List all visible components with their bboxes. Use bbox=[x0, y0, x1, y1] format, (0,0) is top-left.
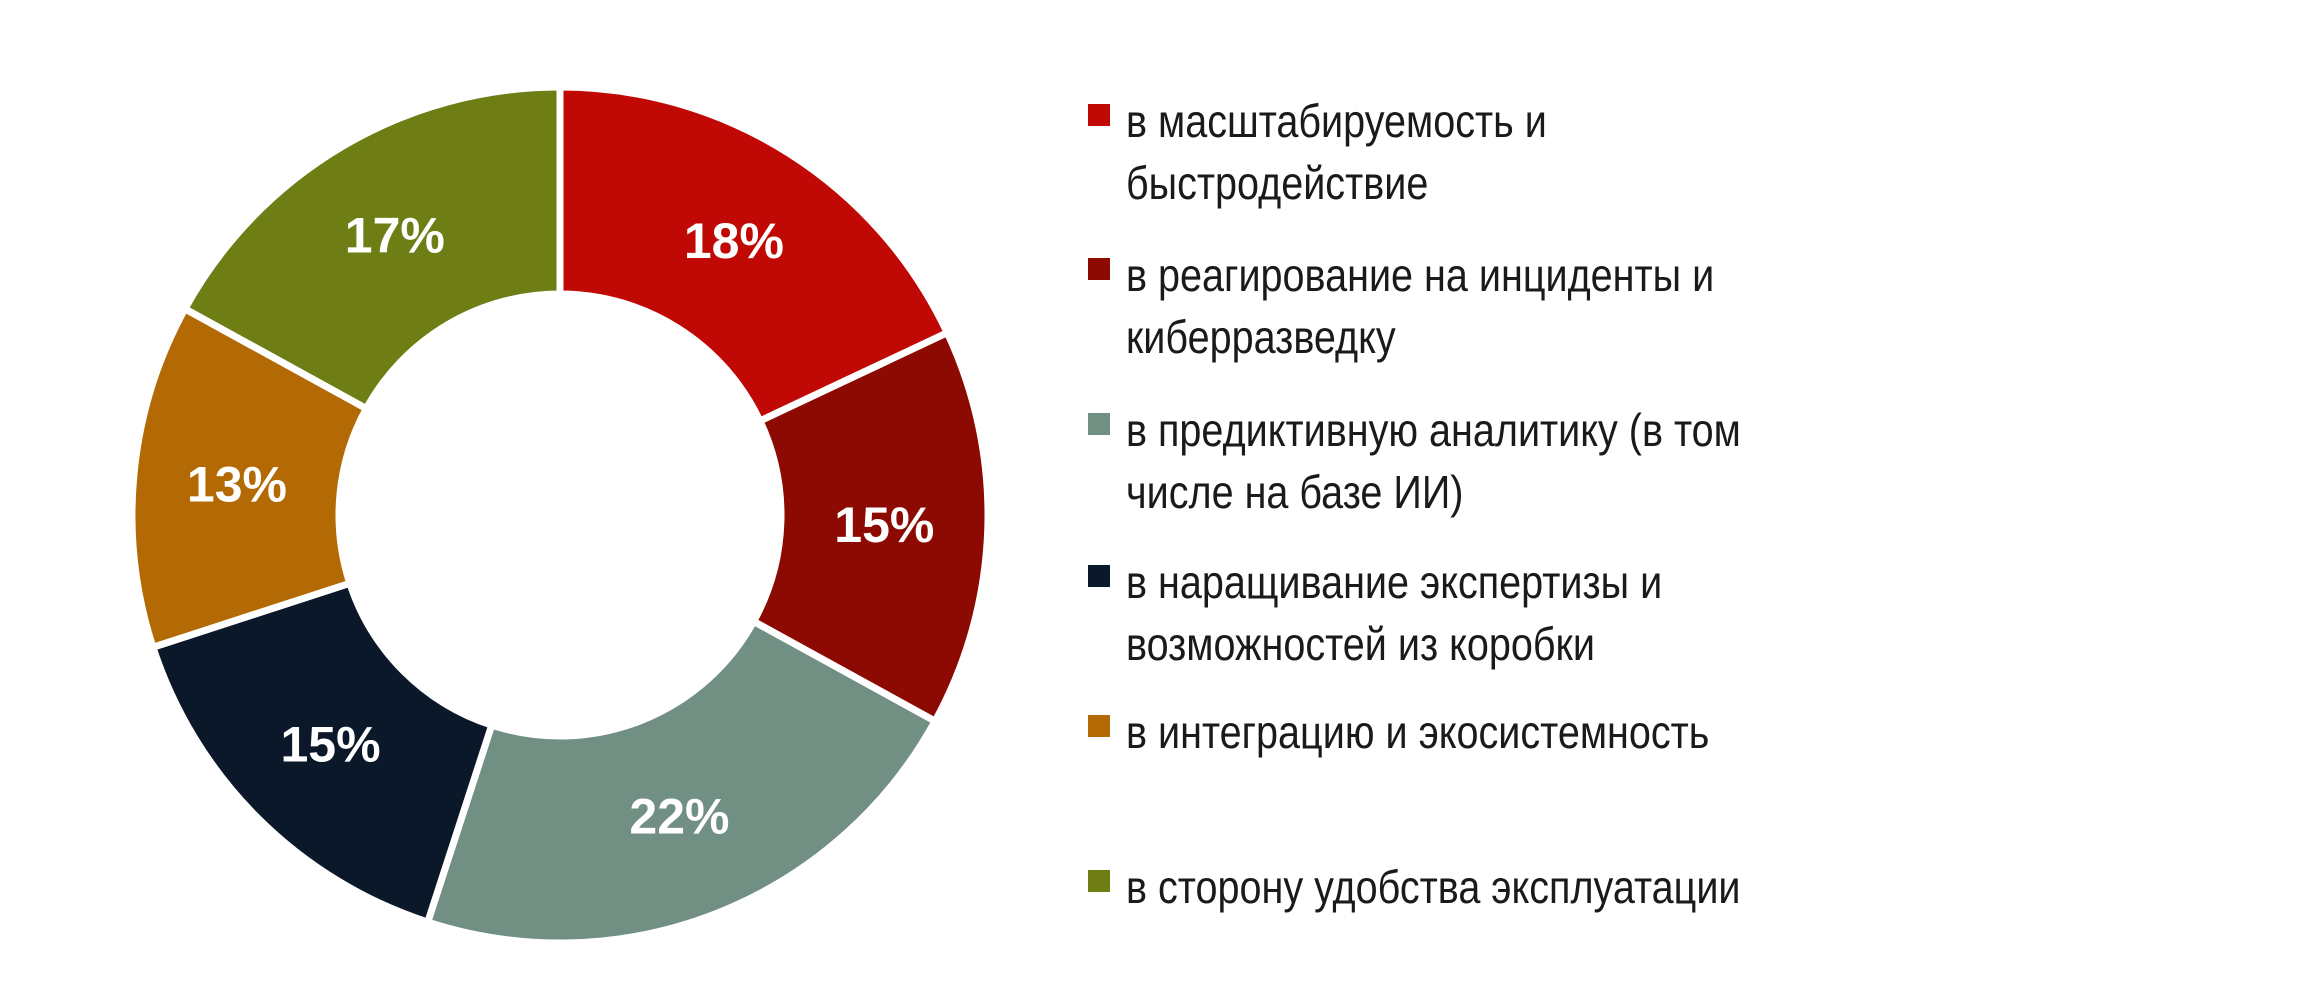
legend-label: в предиктивную аналитику (в том числе на… bbox=[1126, 404, 1741, 518]
legend-swatch bbox=[1088, 870, 1110, 892]
legend-item: в наращивание экспертизы и возможностей … bbox=[1088, 551, 1966, 675]
legend-item: в предиктивную аналитику (в том числе на… bbox=[1088, 399, 1926, 523]
legend-item: в реагирование на инциденты и киберразве… bbox=[1088, 244, 1926, 368]
donut-slice bbox=[556, 83, 952, 426]
legend-label: в наращивание экспертизы и возможностей … bbox=[1126, 556, 1663, 670]
legend-swatch bbox=[1088, 258, 1110, 280]
donut-slice bbox=[423, 616, 940, 947]
legend-label: в масштабируемость и быстродействие bbox=[1126, 95, 1547, 209]
donut-slice bbox=[148, 578, 497, 927]
donut-slice bbox=[128, 304, 372, 652]
legend-item: в интеграцию и экосистемность bbox=[1088, 701, 1926, 763]
legend-swatch bbox=[1088, 565, 1110, 587]
legend-swatch bbox=[1088, 715, 1110, 737]
legend-item: в масштабируемость и быстродействие bbox=[1088, 90, 1926, 214]
legend-swatch bbox=[1088, 413, 1110, 435]
data-label: 17% bbox=[345, 208, 445, 264]
legend-label: в сторону удобства эксплуатации bbox=[1126, 861, 1741, 913]
legend-item: в сторону удобства эксплуатации bbox=[1088, 856, 1926, 918]
legend-label: в интеграцию и экосистемность bbox=[1126, 706, 1710, 758]
data-label: 22% bbox=[629, 789, 729, 845]
legend-swatch bbox=[1088, 104, 1110, 126]
donut-slice bbox=[748, 328, 992, 726]
data-label: 13% bbox=[187, 456, 287, 512]
donut-chart: 18% 15% 22% 15% 13% 17% bbox=[128, 83, 992, 947]
legend-label: в реагирование на инциденты и киберразве… bbox=[1126, 249, 1715, 363]
donut-slice bbox=[180, 83, 564, 414]
data-label: 18% bbox=[684, 213, 784, 269]
data-label: 15% bbox=[834, 497, 934, 553]
data-label: 15% bbox=[281, 716, 381, 772]
